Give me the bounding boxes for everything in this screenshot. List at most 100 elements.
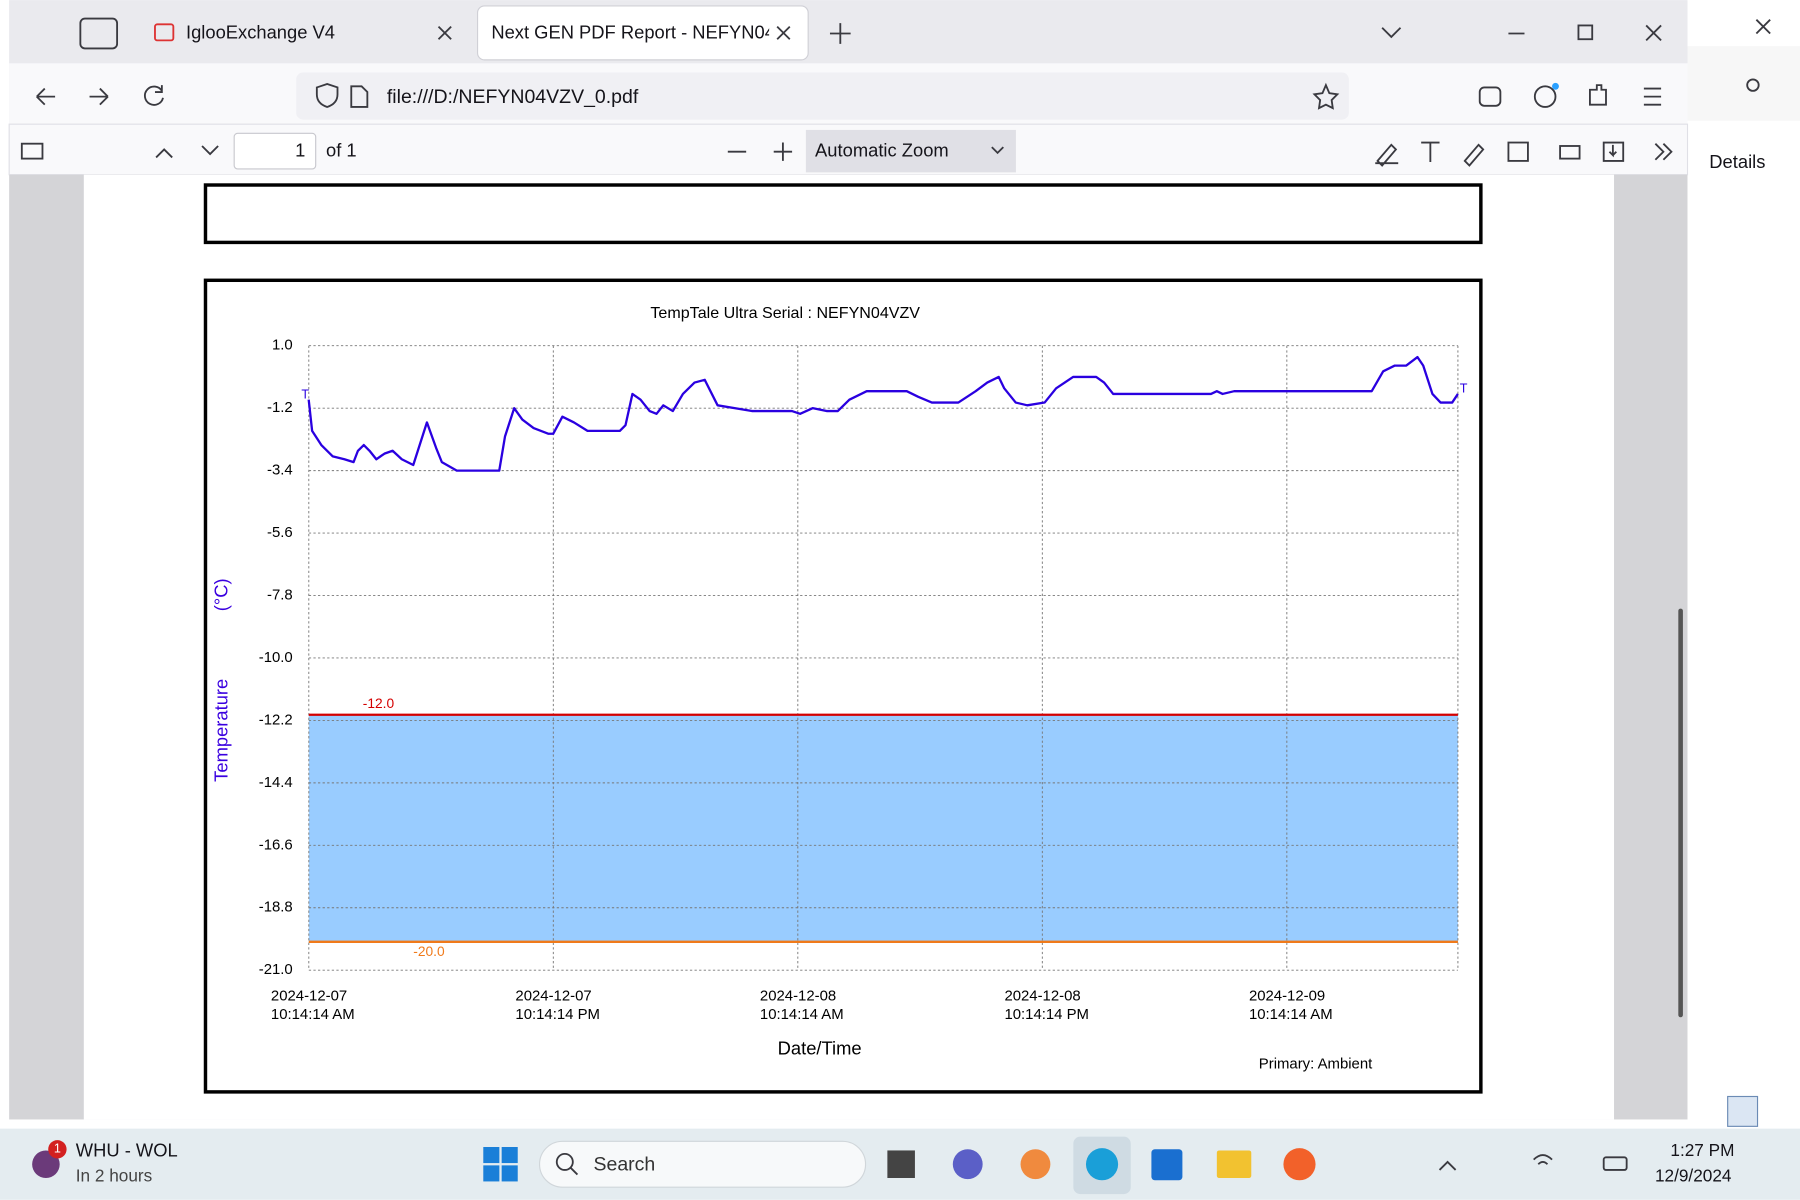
search-handle (569, 1167, 579, 1176)
close-window[interactable] (1645, 24, 1662, 42)
bookmark[interactable] (1312, 82, 1340, 110)
next-page[interactable] (201, 145, 219, 156)
event-time[interactable]: In 2 hours (76, 1165, 153, 1185)
shield[interactable] (315, 83, 339, 108)
x-tick-label: 2024-12-08 (1004, 988, 1080, 1005)
print[interactable] (1559, 145, 1581, 160)
app-icon[interactable] (952, 1149, 983, 1180)
account[interactable] (1533, 85, 1557, 108)
app-icon[interactable] (1216, 1150, 1252, 1178)
scrollbar[interactable] (1678, 608, 1683, 1018)
footer-note: Primary: Ambient (1259, 1055, 1373, 1072)
y-axis-unit: (°C) (211, 578, 232, 611)
badge-count: 1 (54, 1142, 61, 1156)
box (203, 183, 1483, 245)
search-glass (555, 1152, 574, 1171)
account-dot (1552, 82, 1559, 90)
zoom-in[interactable] (773, 142, 793, 161)
x-tick-label: 10:14:14 AM (1249, 1006, 1333, 1023)
start-button[interactable] (483, 1147, 518, 1182)
page-input[interactable] (233, 132, 317, 170)
prev-page[interactable] (155, 148, 173, 159)
new-tab[interactable] (829, 23, 851, 44)
y-tick-label: -10.0 (259, 649, 293, 666)
pocket[interactable] (1478, 86, 1502, 107)
y-tick-label: -5.6 (267, 524, 293, 541)
search-box[interactable] (538, 1140, 867, 1188)
forward[interactable] (89, 87, 109, 106)
x-tick-label: 2024-12-08 (760, 988, 836, 1005)
tray-expand[interactable] (1438, 1160, 1457, 1171)
tab[interactable] (133, 5, 467, 60)
save[interactable] (1602, 141, 1625, 162)
y-tick-label: -12.2 (259, 711, 293, 728)
more-tools[interactable] (1654, 143, 1673, 161)
badge (48, 1140, 67, 1159)
event-icon[interactable] (32, 1150, 60, 1178)
background-window (1687, 0, 1800, 1131)
x-tick-label: 10:14:14 PM (1004, 1006, 1089, 1023)
tab-icon (154, 23, 175, 42)
back[interactable] (36, 87, 56, 106)
menu[interactable] (1643, 87, 1662, 106)
threshold-label: -12.0 (363, 696, 395, 711)
y-tick-label: -21.0 (259, 961, 293, 978)
clock-date[interactable]: 12/9/2024 (1655, 1165, 1732, 1185)
page-number[interactable]: 1 (295, 140, 305, 161)
search-icon[interactable] (1746, 78, 1760, 92)
reload[interactable] (143, 85, 164, 106)
chart-title: TempTale Ultra Serial : NEFYN04VZV (650, 304, 920, 322)
acceptable-band (308, 714, 1458, 942)
x-tick-label: 2024-12-09 (1249, 988, 1325, 1005)
tab-overflow[interactable] (1381, 27, 1402, 39)
x-axis-title: Date/Time (778, 1037, 862, 1058)
tab-close[interactable] (776, 25, 791, 40)
clock-time[interactable]: 1:27 PM (1670, 1140, 1734, 1160)
view-toggle[interactable] (1727, 1095, 1759, 1127)
extensions[interactable] (1589, 84, 1607, 106)
details-label[interactable]: Details (1709, 151, 1765, 172)
zoom-value[interactable]: Automatic Zoom (815, 140, 949, 161)
active-tab[interactable] (476, 5, 809, 61)
search-label[interactable]: Search (593, 1154, 655, 1176)
app-icon[interactable] (1151, 1149, 1183, 1181)
event-title[interactable]: WHU - WOL (76, 1139, 178, 1160)
bg-close[interactable] (1755, 19, 1771, 35)
app-icon[interactable] (887, 1150, 915, 1178)
tab-title[interactable]: IglooExchange V4 (186, 21, 335, 42)
page-icon (350, 85, 369, 108)
x-tick-label: 10:14:14 AM (760, 1006, 844, 1023)
url-field[interactable] (296, 72, 1349, 120)
tab-close[interactable] (437, 25, 452, 40)
chart-frame (203, 278, 1483, 1094)
draw-tool[interactable] (1463, 143, 1485, 167)
wifi[interactable] (1533, 1154, 1553, 1165)
background-toolbar (1687, 46, 1800, 121)
tab-list-icon[interactable] (79, 17, 119, 50)
y-tick-label: -16.6 (259, 836, 293, 853)
end-marker: T (1460, 382, 1468, 396)
sidebar-toggle[interactable] (20, 142, 44, 160)
tab-title[interactable]: Next GEN PDF Report - NEFYN04VZ (491, 21, 798, 42)
y-tick-label: -3.4 (267, 462, 293, 479)
y-tick-label: -14.4 (259, 774, 293, 791)
battery[interactable] (1602, 1156, 1628, 1171)
app-icon[interactable] (1020, 1149, 1051, 1180)
zoom-caret (991, 146, 1004, 155)
app-icon[interactable] (1283, 1148, 1316, 1181)
image-tool[interactable] (1507, 141, 1529, 162)
x-tick-label: 10:14:14 PM (515, 1006, 600, 1023)
y-tick-label: 1.0 (272, 337, 293, 354)
maximize[interactable] (1577, 24, 1594, 41)
y-tick-label: -18.8 (259, 899, 293, 916)
url[interactable]: file:///D:/NEFYN04VZV_0.pdf (387, 86, 639, 108)
highlight-tool[interactable] (1375, 143, 1399, 167)
app-icon[interactable] (1085, 1148, 1119, 1181)
text-tool[interactable] (1421, 141, 1440, 163)
page-count: of 1 (326, 140, 357, 161)
plot: 1.0 -1.2 -3.4 -5.6 -7.8 -10.0 -12.2 -14.4 -16.6 -… (259, 337, 1468, 1023)
start-marker: T (301, 387, 309, 401)
zoom-select[interactable] (805, 129, 1016, 173)
x-tick-label: 10:14:14 AM (271, 1006, 355, 1023)
